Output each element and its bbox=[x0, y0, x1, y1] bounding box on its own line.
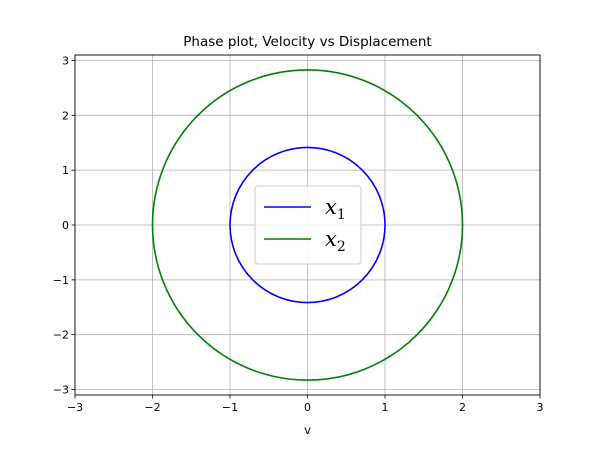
x-tick-label: 2 bbox=[459, 401, 466, 414]
y-tick-label: −3 bbox=[53, 384, 69, 397]
x-axis-label: v bbox=[304, 423, 311, 437]
x-tick-label: 3 bbox=[537, 401, 544, 414]
x-tick-label: −1 bbox=[222, 401, 238, 414]
y-tick-label: −2 bbox=[53, 329, 69, 342]
x-tick-label: −2 bbox=[144, 401, 160, 414]
x-tick-label: −3 bbox=[67, 401, 83, 414]
y-tick-label: −1 bbox=[53, 274, 69, 287]
y-tick-label: 0 bbox=[62, 219, 69, 232]
x-tick-label: 0 bbox=[304, 401, 311, 414]
y-tick-label: 1 bbox=[62, 164, 69, 177]
y-tick-label: 3 bbox=[62, 54, 69, 67]
chart-title: Phase plot, Velocity vs Displacement bbox=[183, 34, 431, 50]
x-tick-label: 1 bbox=[382, 401, 389, 414]
y-tick-label: 2 bbox=[62, 109, 69, 122]
